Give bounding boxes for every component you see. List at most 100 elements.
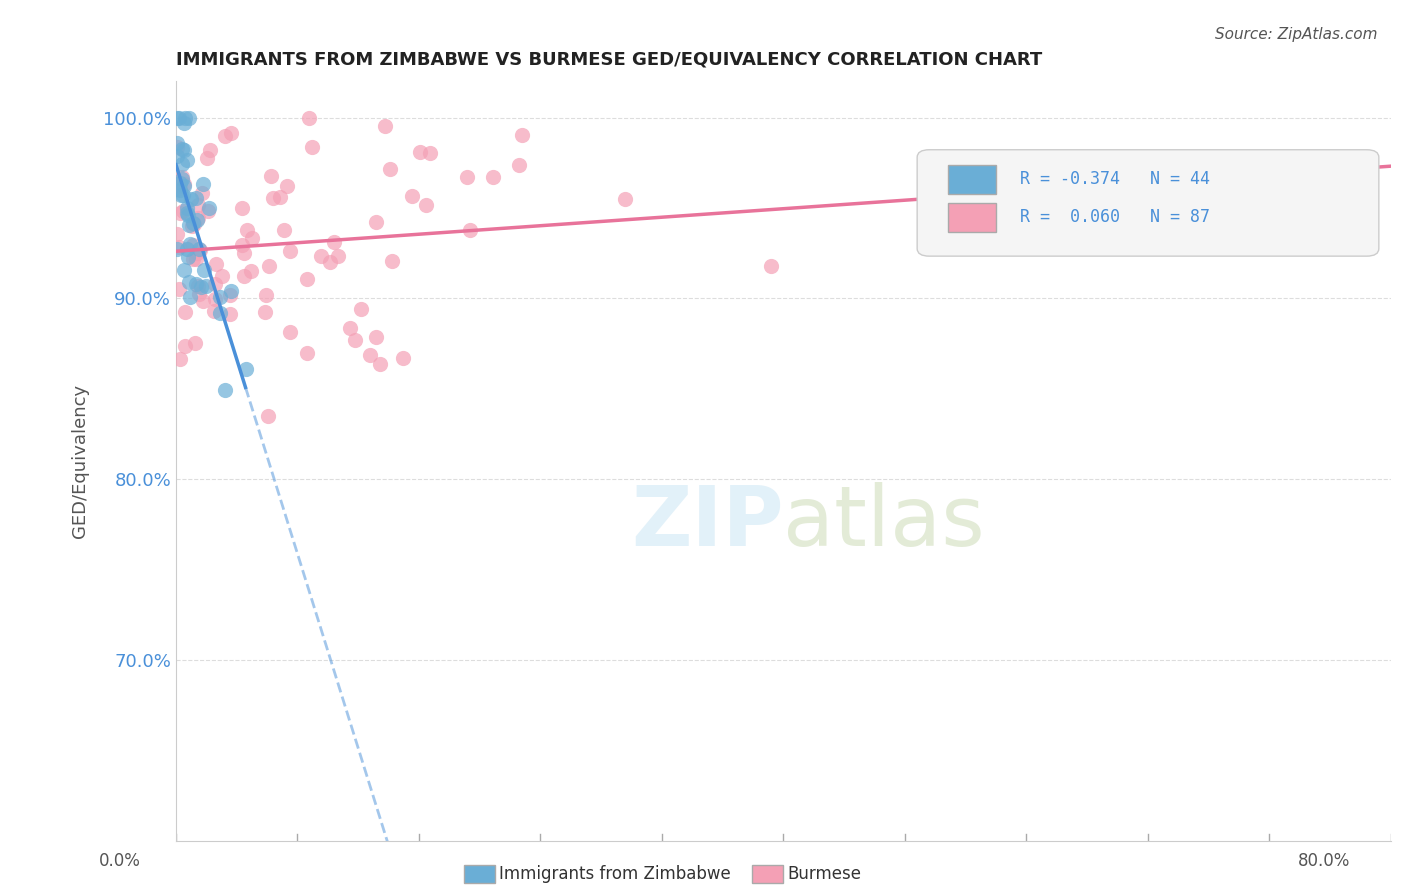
Point <box>204 277 226 292</box>
Text: ZIP: ZIP <box>631 482 783 563</box>
Point <box>184 336 207 351</box>
Point <box>170 169 193 184</box>
Point <box>350 301 373 316</box>
Point <box>179 218 201 232</box>
Point <box>186 212 208 227</box>
Point <box>273 222 295 236</box>
Point <box>166 140 188 154</box>
Point <box>328 249 350 263</box>
Point <box>204 292 226 306</box>
Point <box>231 237 253 252</box>
Text: Immigrants from Zimbabwe: Immigrants from Zimbabwe <box>499 865 731 883</box>
Point <box>235 362 257 376</box>
Point <box>180 193 202 207</box>
Point <box>761 260 783 274</box>
Point <box>257 409 280 424</box>
Point <box>180 219 202 234</box>
Point <box>278 244 301 259</box>
Point <box>214 384 236 398</box>
Point <box>240 231 263 245</box>
Point <box>204 303 226 318</box>
Text: Source: ZipAtlas.com: Source: ZipAtlas.com <box>1215 27 1378 42</box>
Point <box>339 321 361 335</box>
Point <box>374 120 396 134</box>
Point <box>193 262 215 277</box>
Point <box>173 178 195 193</box>
Point <box>166 111 188 125</box>
Point <box>167 111 190 125</box>
Point <box>188 243 211 257</box>
Point <box>191 293 214 308</box>
Point <box>366 330 388 344</box>
Point <box>181 252 204 266</box>
Point <box>254 305 277 319</box>
Point <box>257 259 280 273</box>
Point <box>187 211 209 225</box>
Point <box>236 222 259 236</box>
Point <box>177 111 200 125</box>
Point <box>169 177 191 191</box>
Point <box>198 202 221 216</box>
Point <box>166 182 188 196</box>
Point <box>172 172 194 186</box>
Point <box>205 257 228 271</box>
Point <box>176 206 198 220</box>
Point <box>295 346 318 360</box>
Point <box>173 111 195 125</box>
Point <box>170 188 193 202</box>
Point <box>191 177 214 191</box>
Point <box>176 201 198 215</box>
Bar <box>948 203 995 232</box>
Point <box>208 290 231 304</box>
Point <box>170 157 193 171</box>
Point <box>262 191 284 205</box>
Point <box>198 144 221 158</box>
Point <box>208 306 231 320</box>
Point <box>166 227 188 241</box>
Point <box>179 236 201 251</box>
Point <box>613 192 636 206</box>
Point <box>298 111 321 125</box>
Point <box>166 242 188 256</box>
Point <box>177 276 200 290</box>
Point <box>380 162 402 177</box>
Point <box>254 288 277 302</box>
Point <box>173 144 195 158</box>
Point <box>176 242 198 256</box>
FancyBboxPatch shape <box>917 150 1379 256</box>
Point <box>176 153 198 167</box>
Point <box>187 287 209 301</box>
Point <box>508 158 530 172</box>
Point <box>169 178 191 193</box>
Point <box>260 169 283 183</box>
Point <box>190 280 212 294</box>
Point <box>219 126 242 140</box>
Point <box>194 278 217 293</box>
Point <box>167 282 190 296</box>
Point <box>177 208 200 222</box>
Point <box>214 129 236 144</box>
Point <box>169 351 191 366</box>
Point <box>309 249 332 263</box>
Bar <box>948 165 995 194</box>
Text: R =  0.060   N = 87: R = 0.060 N = 87 <box>1021 209 1211 227</box>
Point <box>170 142 193 156</box>
Point <box>211 268 233 283</box>
Point <box>219 308 242 322</box>
Point <box>191 186 214 201</box>
Text: 80.0%: 80.0% <box>1298 852 1350 870</box>
Point <box>419 145 441 160</box>
Point <box>232 246 254 260</box>
Point <box>173 262 195 277</box>
Point <box>184 252 207 267</box>
Point <box>179 290 201 304</box>
Point <box>295 272 318 286</box>
Point <box>415 198 437 212</box>
Point <box>276 178 298 193</box>
Point <box>187 278 209 293</box>
Point <box>188 242 211 256</box>
Point <box>173 177 195 191</box>
Point <box>401 189 423 203</box>
Point <box>172 204 194 219</box>
Point <box>239 264 262 278</box>
